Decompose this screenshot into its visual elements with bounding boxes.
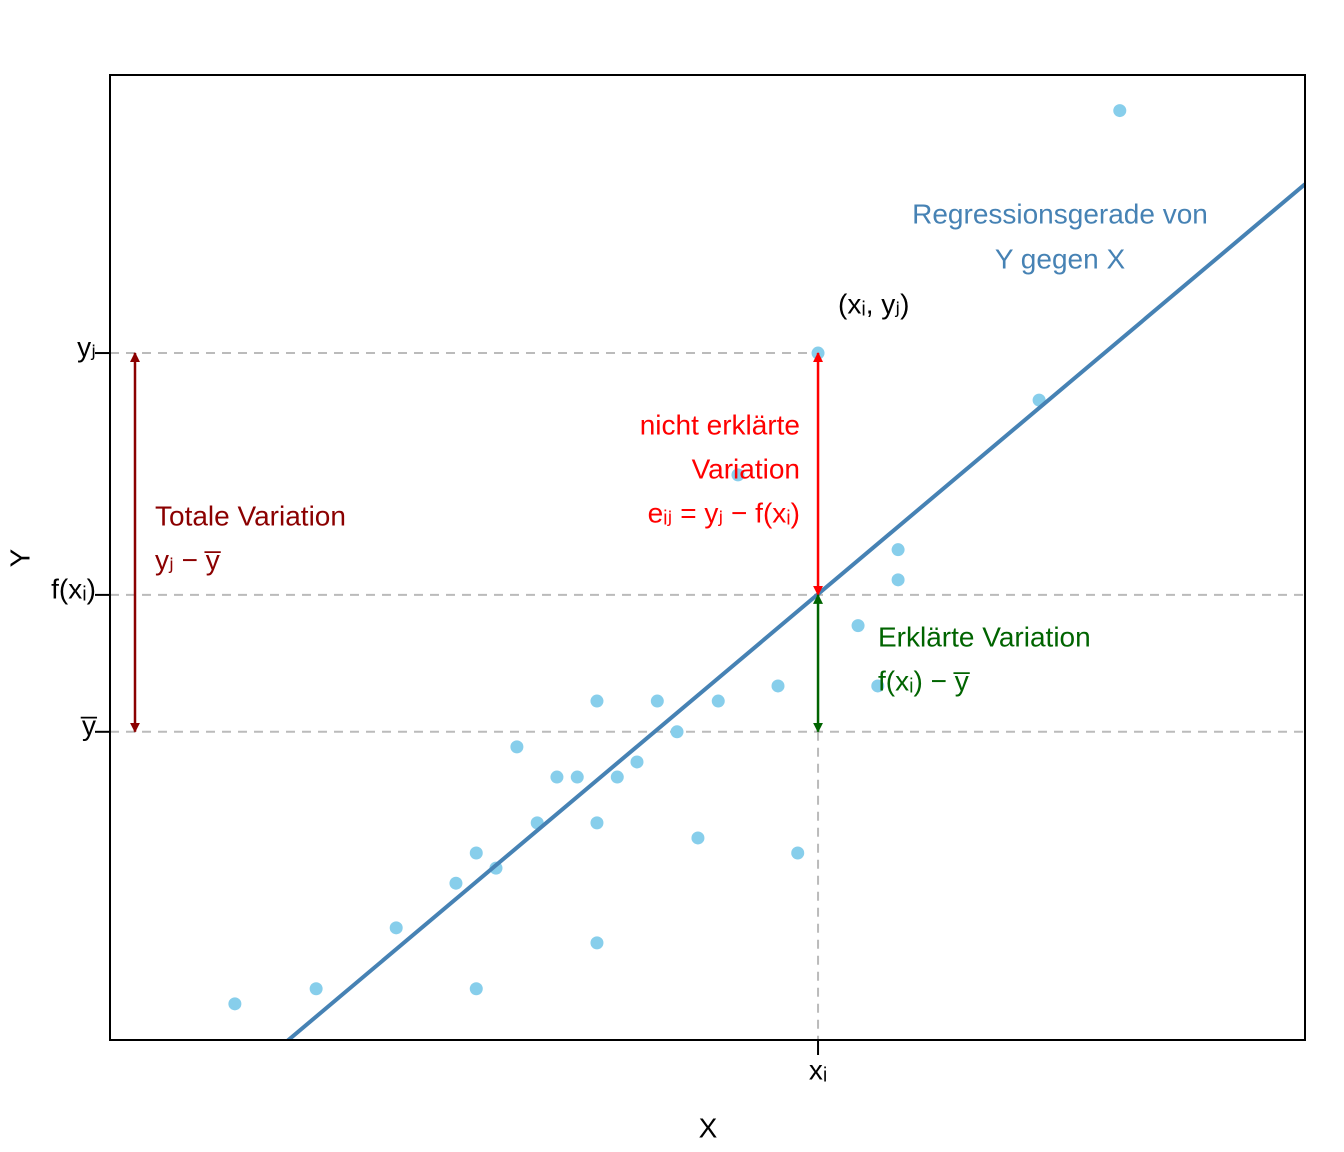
point	[691, 831, 705, 845]
regression-label: Y gegen X	[995, 243, 1126, 274]
point	[731, 468, 745, 482]
y-tick-label: f(xᵢ)	[51, 573, 96, 604]
point	[590, 694, 604, 708]
point	[891, 543, 905, 557]
annotation: f(xᵢ) − y̅	[878, 665, 971, 696]
point	[449, 876, 463, 890]
point	[891, 573, 905, 587]
annotation: Erklärte Variation	[878, 621, 1091, 652]
point	[389, 921, 403, 935]
point	[791, 846, 805, 860]
point	[650, 694, 664, 708]
point	[510, 740, 524, 754]
x-axis-label: X	[699, 1112, 718, 1143]
regression-label: Regressionsgerade von	[912, 198, 1208, 229]
point	[871, 679, 885, 693]
point-label: (xᵢ, yⱼ)	[838, 288, 910, 319]
point	[851, 619, 865, 633]
point	[610, 770, 624, 784]
point	[771, 679, 785, 693]
point	[670, 725, 684, 739]
annotation: eᵢⱼ = yⱼ − f(xᵢ)	[648, 497, 800, 528]
point	[711, 694, 725, 708]
annotation: Variation	[692, 453, 800, 484]
point	[590, 936, 604, 950]
point	[1113, 104, 1127, 118]
point	[630, 755, 644, 769]
point	[309, 982, 323, 996]
annotation: yⱼ − y̅	[155, 544, 222, 575]
annotation: Totale Variation	[155, 500, 346, 531]
point	[550, 770, 564, 784]
annotation: nicht erklärte	[640, 409, 800, 440]
regression-line	[285, 182, 1305, 1040]
point	[590, 816, 604, 830]
x-tick-label: xᵢ	[809, 1054, 827, 1085]
point	[469, 846, 483, 860]
point	[228, 997, 242, 1011]
point	[570, 770, 584, 784]
point	[469, 982, 483, 996]
plot-frame	[109, 74, 1306, 1041]
y-tick-label: y̅	[80, 710, 98, 741]
y-axis-label: Y	[4, 548, 35, 567]
y-tick-label: yⱼ	[77, 331, 96, 362]
